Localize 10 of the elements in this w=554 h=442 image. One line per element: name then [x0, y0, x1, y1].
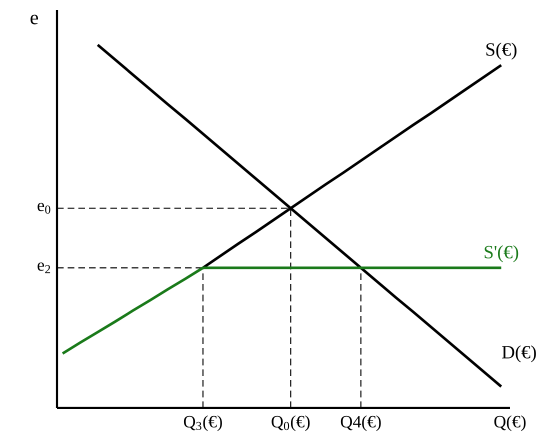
x-axis-title: Q(€) [494, 415, 526, 432]
x-tick-label: Q$_{3}$(€) [184, 415, 222, 432]
series-label: D(€) [502, 345, 536, 362]
x-tick-label: Q4(€) [340, 415, 381, 432]
series-label: S'(€) [484, 245, 518, 262]
ref-line-label: e$_{0}$ [38, 202, 50, 214]
series-label: S(€) [486, 42, 516, 60]
y-axis-title: e [30, 14, 38, 24]
x-tick-label: Q$_{0}$(€) [272, 415, 310, 432]
ref-line-label: e$_{2}$ [38, 262, 50, 274]
